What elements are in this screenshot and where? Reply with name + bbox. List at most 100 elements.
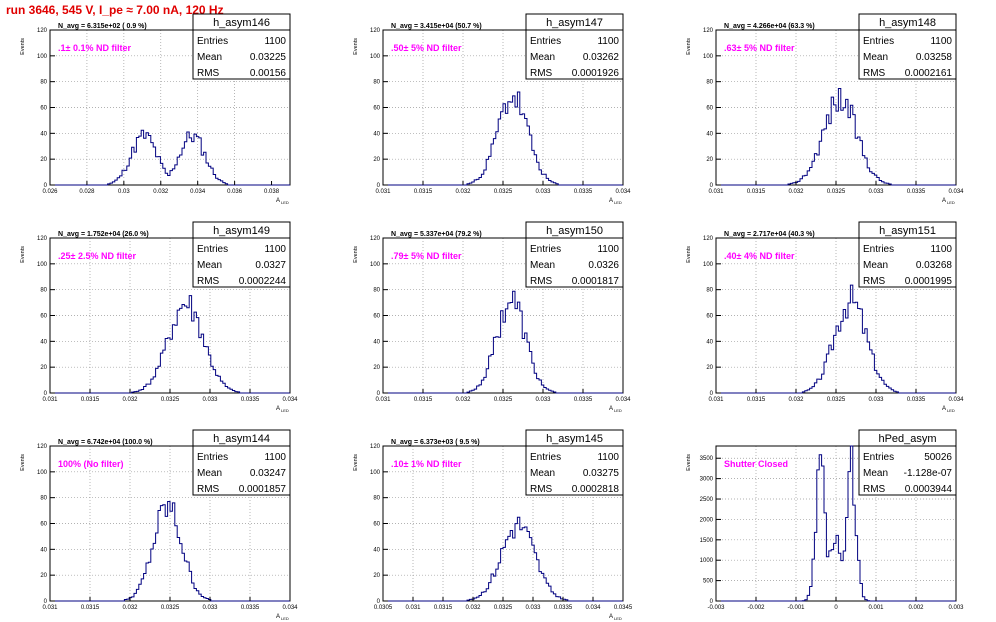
x-tick-label: -0.002 [747,605,765,611]
x-tick-label: 0.038 [264,189,280,195]
run-title: run 3646, 545 V, I_pe ≈ 7.00 nA, 120 Hz [6,3,224,17]
x-tick-label: 0.0315 [414,397,433,403]
stats-value: 0.0001926 [572,68,620,79]
x-tick-label: 0.03 [118,189,130,195]
x-tick-label: 0.032 [455,189,471,195]
filter-annotation: .25± 2.5% ND filter [58,251,136,261]
x-tick-label: 0.032 [153,189,169,195]
x-tick-label: 0.033 [868,397,884,403]
stats-key: Entries [530,36,561,47]
filter-annotation: 100% (No filter) [58,459,124,469]
histogram-name: h_asym149 [213,225,270,237]
x-tick-label: 0.033 [202,397,218,403]
x-tick-label: 0.034 [190,189,206,195]
x-tick-label: 0.0315 [81,605,100,611]
navg-label: N_avg = 6.315e+02 ( 0.9 %) [58,23,147,30]
filter-annotation: .40± 4% ND filter [724,251,795,261]
histogram-name: h_asym151 [879,225,936,237]
histogram-line [50,500,290,602]
x-tick-label: 0.0335 [554,605,573,611]
x-axis-label: ALED [609,198,622,205]
stats-value: 0.0001817 [572,276,620,287]
y-tick-label: 2500 [700,497,714,503]
x-tick-label: 0.0315 [414,189,433,195]
y-axis-label: Events [353,454,359,471]
stats-value: 1100 [930,244,952,255]
x-tick-label: 0.0335 [574,397,593,403]
y-tick-label: 40 [706,339,713,345]
x-tick-label: 0.0325 [494,605,513,611]
navg-label: N_avg = 4.266e+04 (63.3 %) [724,23,815,30]
y-tick-label: 20 [40,157,47,163]
stats-key: Mean [530,52,555,63]
x-tick-label: 0.031 [708,189,724,195]
y-tick-label: 3000 [700,477,714,483]
stats-key: RMS [197,276,220,287]
stats-key: Entries [530,244,561,255]
y-tick-label: 40 [706,131,713,137]
y-tick-label: 120 [703,28,714,34]
x-tick-label: 0.0325 [161,397,180,403]
stats-value: 0.0002161 [905,68,953,79]
y-tick-label: 20 [373,365,380,371]
x-tick-label: 0.0325 [827,189,846,195]
x-tick-label: 0.032 [122,605,138,611]
histogram-name: h_asym144 [213,433,270,445]
x-axis-label: ALED [609,406,622,413]
stats-value: 0.0001995 [905,276,953,287]
histogram-name: h_asym146 [213,17,270,29]
y-axis-label: Events [20,38,26,55]
y-tick-label: 100 [37,470,48,476]
stats-key: Entries [197,36,228,47]
y-tick-label: 0 [377,599,381,605]
y-tick-label: 60 [40,314,47,320]
stats-key: Entries [197,452,228,463]
navg-label: N_avg = 5.337e+04 (79.2 %) [391,231,482,238]
stats-key: Mean [197,468,222,479]
stats-value: 50026 [924,452,952,463]
stats-key: Mean [530,468,555,479]
y-tick-label: 40 [373,547,380,553]
stats-value: 1100 [597,244,619,255]
histogram-line [383,290,623,394]
y-tick-label: 0 [710,391,714,397]
x-axis-label: ALED [276,406,289,413]
y-tick-label: 100 [370,470,381,476]
y-tick-label: 80 [40,496,47,502]
histogram-name: h_asym150 [546,225,603,237]
stats-box [858,237,957,288]
histogram-name: h_asym148 [879,17,936,29]
x-tick-label: 0.0315 [81,397,100,403]
y-tick-label: 20 [40,365,47,371]
x-tick-label: 0.031 [375,189,391,195]
panel-h_asym144: 0.031 0.0315 0.032 0.0325 0.033 0.0335 0.034 0 2… [20,429,298,621]
x-tick-label: 0.0325 [827,397,846,403]
y-tick-label: 0 [44,183,48,189]
stats-key: Entries [197,244,228,255]
y-tick-label: 80 [373,288,380,294]
stats-value: 0.0002818 [572,484,620,495]
stats-value: 1100 [597,36,619,47]
stats-value: 0.0327 [255,260,286,271]
navg-label: N_avg = 1.752e+04 (26.0 %) [58,231,149,238]
x-tick-label: 0.028 [79,189,95,195]
y-tick-label: 60 [40,106,47,112]
y-tick-label: 20 [373,157,380,163]
x-axis-label: ALED [942,406,955,413]
stats-box [525,29,624,80]
y-tick-label: 120 [37,28,48,34]
stats-value: 1100 [930,36,952,47]
y-tick-label: 0 [710,599,714,605]
stats-key: Mean [530,260,555,271]
stats-value: 1100 [264,452,286,463]
y-tick-label: 80 [373,496,380,502]
x-tick-label: 0.0335 [241,605,260,611]
histogram-line [50,129,290,186]
y-tick-label: 100 [370,54,381,60]
stats-key: RMS [530,276,553,287]
x-tick-label: 0.032 [455,397,471,403]
histogram-line [50,295,290,394]
y-axis-label: Events [353,38,359,55]
y-tick-label: 120 [37,444,48,450]
y-tick-label: 100 [703,54,714,60]
